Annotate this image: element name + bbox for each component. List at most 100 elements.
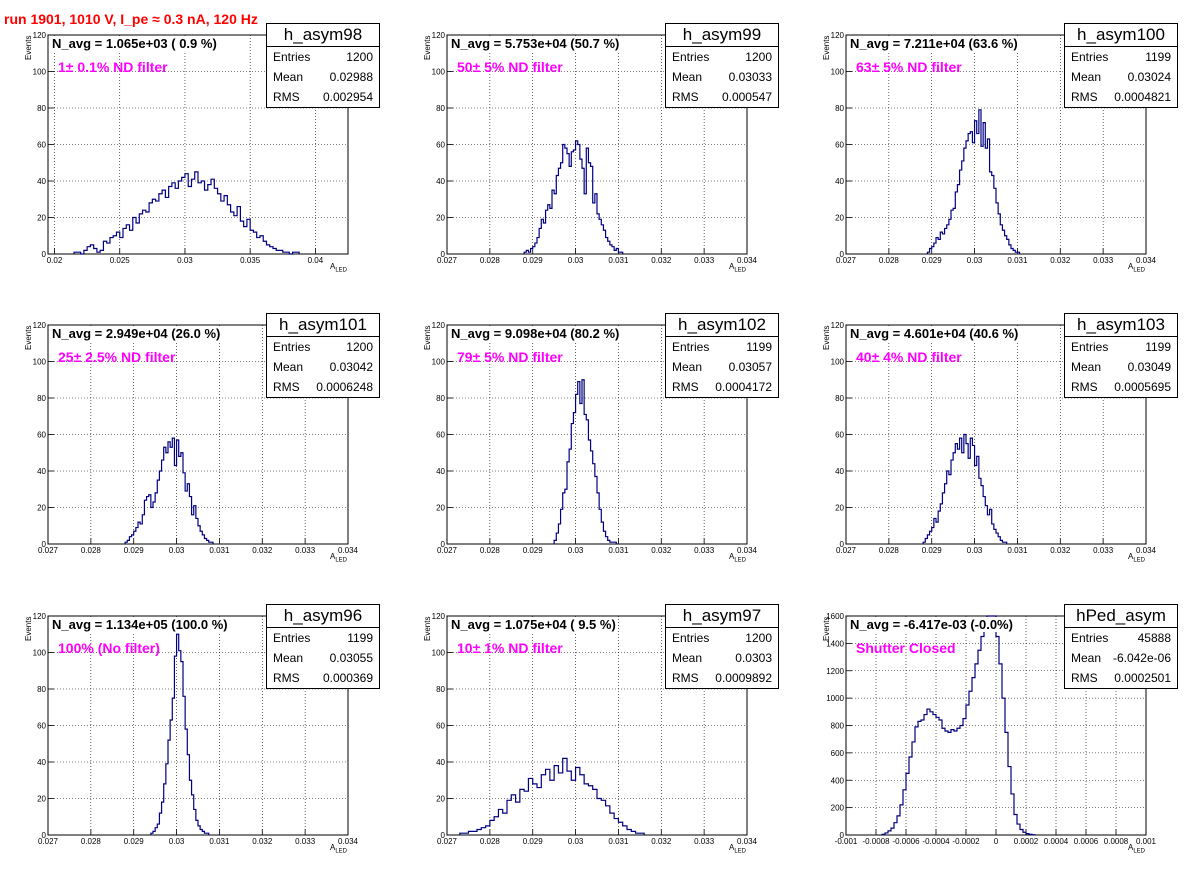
histogram-bin xyxy=(580,775,584,835)
histogram-panel: 0.027 0.028 0.029 0.03 0.031 0.032 0.033 0.034 0… xyxy=(399,290,797,580)
y-tick-label: 120 xyxy=(33,321,47,330)
stat-box: h_asym99 Entries 1200 Mean 0.03033 RMS 0.00054… xyxy=(665,23,779,108)
histogram-bin xyxy=(960,438,962,544)
histogram-bin xyxy=(921,720,924,835)
histogram-bin xyxy=(953,453,955,544)
histogram-name: h_asym97 xyxy=(666,605,778,628)
histogram-bin xyxy=(975,466,977,544)
y-tick-label: 0 xyxy=(840,540,845,549)
x-tick-label: 0.027 xyxy=(38,837,59,846)
histogram-bin xyxy=(970,132,972,254)
run-title: run 1901, 1010 V, I_pe ≈ 0.3 nA, 120 Hz xyxy=(4,11,258,27)
x-tick-label: 0.033 xyxy=(295,837,316,846)
x-tick-label: 0.029 xyxy=(124,546,145,555)
histogram-bin xyxy=(936,522,938,544)
histogram-bin xyxy=(182,177,185,254)
y-tick-label: 0 xyxy=(840,831,845,840)
stat-row-rms: RMS 0.0004172 xyxy=(666,377,778,397)
histogram-bin xyxy=(593,789,597,835)
y-tick-label: 40 xyxy=(835,467,844,476)
x-tick-label: 0.001 xyxy=(1136,837,1157,846)
x-axis-title-sub: LED xyxy=(335,848,348,855)
histogram-bin xyxy=(211,179,214,254)
x-tick-label: 0.029 xyxy=(523,256,544,265)
histogram-bin xyxy=(151,508,153,545)
histogram-bin xyxy=(511,795,515,835)
histogram-bin xyxy=(175,188,178,254)
histogram-bin xyxy=(143,210,146,254)
histogram-panel: 0.027 0.028 0.029 0.03 0.031 0.032 0.033 0.034 0… xyxy=(0,581,398,871)
histogram-bin xyxy=(593,203,595,254)
histogram-bin xyxy=(949,475,951,544)
x-axis-title-main: A xyxy=(330,262,336,271)
stat-row-rms: RMS 0.0005695 xyxy=(1065,377,1177,397)
stat-label-rms: RMS xyxy=(1071,380,1098,394)
histogram-bin xyxy=(165,197,168,254)
histogram-bin xyxy=(166,453,168,544)
x-tick-label: 0.031 xyxy=(209,546,230,555)
histogram-bin xyxy=(192,515,194,544)
filter-annotation: Shutter Closed xyxy=(856,640,956,656)
histogram-bin xyxy=(573,413,575,544)
x-axis-title-main: A xyxy=(729,843,735,852)
histogram-bin xyxy=(927,709,930,835)
y-tick-label: 0 xyxy=(42,540,47,549)
x-tick-label: 0.032 xyxy=(1050,546,1071,555)
stat-label-mean: Mean xyxy=(672,651,703,665)
histogram-bin xyxy=(584,194,586,254)
x-tick-label: 0.03 xyxy=(568,837,584,846)
histogram-bin xyxy=(168,442,170,544)
filter-annotation: 100% (No filter) xyxy=(58,640,160,656)
stat-label-rms: RMS xyxy=(672,380,699,394)
stat-value-mean: -6.042e-06 xyxy=(1112,651,1171,665)
navg-label: N_avg = 2.949e+04 (26.0 %) xyxy=(50,326,223,341)
histogram-bin xyxy=(627,830,631,835)
x-axis-title-sub: LED xyxy=(1133,267,1146,274)
histogram-bin xyxy=(179,456,181,544)
y-tick-label: 80 xyxy=(436,394,445,403)
stat-label-rms: RMS xyxy=(273,90,300,104)
y-tick-label: 80 xyxy=(436,104,445,113)
histogram-panel: 0.027 0.028 0.029 0.03 0.031 0.032 0.033 0.034 0… xyxy=(399,581,797,871)
stat-row-mean: Mean 0.03055 xyxy=(267,648,379,668)
stat-row-mean: Mean 0.03024 xyxy=(1065,67,1177,87)
histogram-panel: 0.02 0.025 0.03 0.035 0.04 0 20 40 60 80 100 120 Eve… xyxy=(0,0,398,290)
histogram-bin xyxy=(947,225,949,254)
histogram-bin xyxy=(153,502,155,544)
histogram-bin xyxy=(601,800,605,835)
y-tick-label: 20 xyxy=(37,795,46,804)
stat-row-rms: RMS 0.0009892 xyxy=(666,668,778,688)
histogram-bin xyxy=(191,179,194,254)
y-tick-label: 40 xyxy=(436,758,445,767)
stat-value-mean: 0.03057 xyxy=(728,360,772,374)
stat-row-mean: Mean 0.03049 xyxy=(1065,357,1177,377)
x-tick-label: 0.03 xyxy=(967,546,983,555)
histogram-bin xyxy=(136,223,139,254)
y-tick-label: 120 xyxy=(831,321,845,330)
y-tick-label: 100 xyxy=(432,649,446,658)
histogram-bin xyxy=(576,394,578,544)
plot-frame xyxy=(446,324,748,545)
stat-row-rms: RMS 0.002954 xyxy=(267,87,379,107)
y-tick-label: 80 xyxy=(835,104,844,113)
histogram-bin xyxy=(580,403,582,544)
y-tick-label: 80 xyxy=(37,685,46,694)
x-tick-label: 0.032 xyxy=(252,837,273,846)
x-axis-title-main: A xyxy=(330,843,336,852)
x-tick-label: 0.03 xyxy=(967,256,983,265)
stat-label-entries: Entries xyxy=(672,340,710,354)
y-tick-label: 0 xyxy=(42,831,47,840)
histogram-bin xyxy=(218,194,221,254)
histogram-bin xyxy=(507,800,511,835)
histogram-bin xyxy=(164,447,166,544)
y-tick-label: 1000 xyxy=(826,694,844,703)
stat-label-mean: Mean xyxy=(1071,70,1102,84)
stat-value-mean: 0.03055 xyxy=(329,651,373,665)
stat-row-entries: Entries 1200 xyxy=(666,628,778,648)
x-tick-label: 0.034 xyxy=(737,546,758,555)
histogram-bin xyxy=(565,148,567,254)
stat-label-rms: RMS xyxy=(1071,671,1098,685)
histogram-bin xyxy=(571,152,573,254)
x-tick-label: 0.027 xyxy=(836,546,857,555)
y-tick-label: 20 xyxy=(37,504,46,513)
